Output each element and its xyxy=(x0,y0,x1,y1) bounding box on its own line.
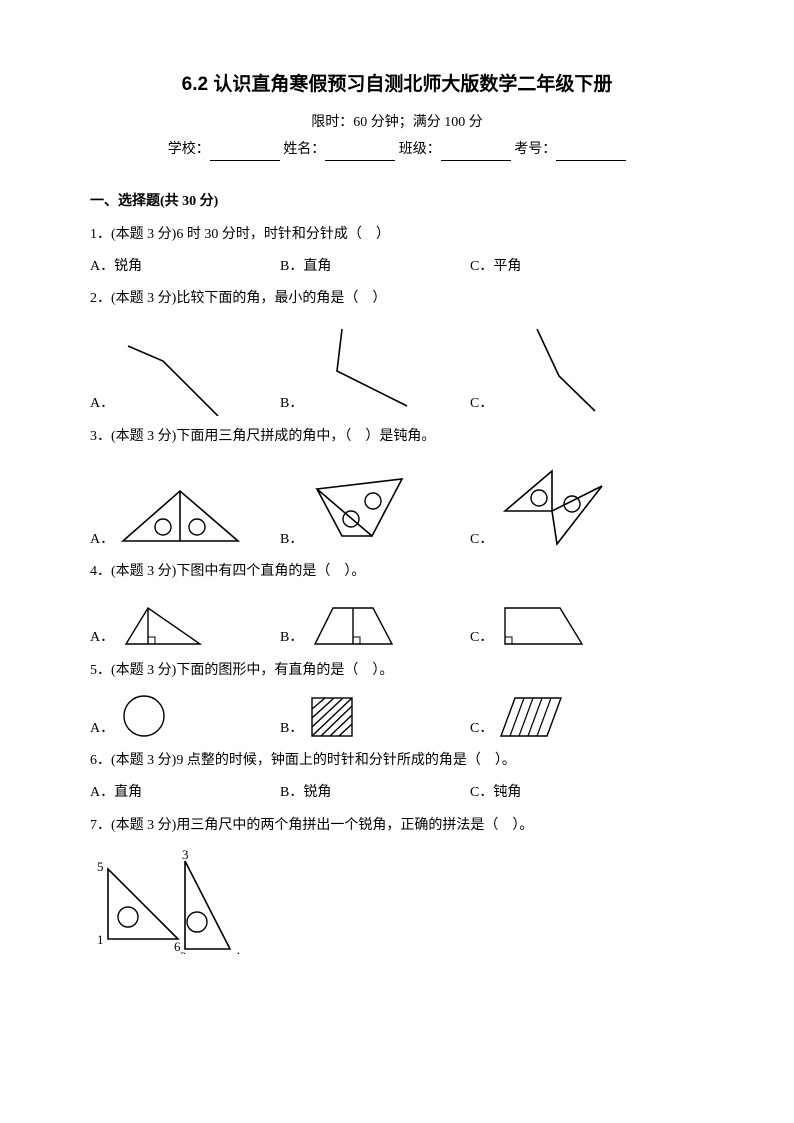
q2-c-figure xyxy=(497,321,607,416)
q6-stem: 6．(本题 3 分)9 点整的时候，钟面上的时针和分针所成的角是（ ）。 xyxy=(90,750,704,772)
svg-text:5: 5 xyxy=(97,859,104,874)
q5-opt-a: A． xyxy=(90,692,280,740)
q2-opt-c: C． xyxy=(470,321,660,416)
examno-label: 考号： xyxy=(514,142,556,157)
page-title: 6.2 认识直角寒假预习自测北师大版数学二年级下册 xyxy=(90,70,704,100)
q6-opt-b: B．锐角 xyxy=(280,782,470,804)
school-label: 学校： xyxy=(168,142,210,157)
q2-opt-b: B． xyxy=(280,321,470,416)
q3-opt-a: A． xyxy=(90,481,280,551)
q2-b-label: B． xyxy=(280,393,303,415)
q5-opt-b: B． xyxy=(280,694,470,740)
info-line: 学校： 姓名： 班级： 考号： xyxy=(90,139,704,161)
subtitle: 限时：60 分钟；满分 100 分 xyxy=(90,112,704,134)
q2-b-figure xyxy=(307,321,417,416)
q5-stem: 5．(本题 3 分)下面的图形中，有直角的是（ ）。 xyxy=(90,660,704,682)
q5-opt-c: C． xyxy=(470,694,660,740)
q4-b-label: B． xyxy=(280,627,303,649)
q4-opt-c: C． xyxy=(470,602,660,650)
q1-opt-b: B．直角 xyxy=(280,256,470,278)
q4-stem: 4．(本题 3 分)下图中有四个直角的是（ ）。 xyxy=(90,561,704,583)
q7-stem: 7．(本题 3 分)用三角尺中的两个角拼出一个锐角，正确的拼法是（ ）。 xyxy=(90,815,704,837)
q1-options: A．锐角 B．直角 C．平角 xyxy=(90,256,704,278)
q5-a-label: A． xyxy=(90,718,114,740)
q3-opt-b: B． xyxy=(280,471,470,551)
q5-a-figure xyxy=(118,692,170,740)
q7-figure: 5 1 6 3 2 4 xyxy=(90,849,265,954)
q4-options: A． B． C． xyxy=(90,602,704,650)
q3-a-label: A． xyxy=(90,529,114,551)
svg-text:2: 2 xyxy=(180,949,187,954)
q5-b-label: B． xyxy=(280,718,303,740)
svg-text:3: 3 xyxy=(182,849,189,862)
class-blank xyxy=(441,143,511,161)
q4-opt-b: B． xyxy=(280,602,470,650)
q1-stem: 1．(本题 3 分)6 时 30 分时，时针和分针成（ ） xyxy=(90,224,704,246)
q2-a-label: A． xyxy=(90,393,114,415)
q2-stem: 2．(本题 3 分)比较下面的角，最小的角是（ ） xyxy=(90,288,704,310)
q4-a-label: A． xyxy=(90,627,114,649)
q5-options: A． B． C． xyxy=(90,692,704,740)
school-blank xyxy=(210,143,280,161)
q6-opt-c: C．钝角 xyxy=(470,782,660,804)
svg-text:4: 4 xyxy=(234,949,241,954)
q6-options: A．直角 B．锐角 C．钝角 xyxy=(90,782,704,804)
name-label: 姓名： xyxy=(283,142,325,157)
q3-opt-c: C． xyxy=(470,466,660,551)
q4-opt-a: A． xyxy=(90,602,280,650)
q3-options: A． B． C． xyxy=(90,466,704,551)
q4-b-figure xyxy=(307,602,402,650)
q2-opt-a: A． xyxy=(90,321,280,416)
q7-figure-row: 5 1 6 3 2 4 xyxy=(90,849,704,954)
q2-options: A． B． C． xyxy=(90,321,704,416)
q1-opt-a: A．锐角 xyxy=(90,256,280,278)
q5-c-figure xyxy=(497,694,565,740)
svg-text:1: 1 xyxy=(97,932,104,947)
q4-c-figure xyxy=(497,602,592,650)
section1-header: 一、选择题(共 30 分) xyxy=(90,191,704,213)
q3-a-figure xyxy=(118,481,243,551)
q2-a-figure xyxy=(118,321,228,416)
q4-a-figure xyxy=(118,602,208,650)
q6-opt-a: A．直角 xyxy=(90,782,280,804)
q3-b-figure xyxy=(307,471,422,551)
name-blank xyxy=(325,143,395,161)
q3-c-label: C． xyxy=(470,529,493,551)
class-label: 班级： xyxy=(399,142,441,157)
q3-b-label: B． xyxy=(280,529,303,551)
q5-c-label: C． xyxy=(470,718,493,740)
q2-c-label: C． xyxy=(470,393,493,415)
q3-c-figure xyxy=(497,466,612,551)
q3-stem: 3．(本题 3 分)下面用三角尺拼成的角中，（ ）是钝角。 xyxy=(90,426,704,448)
q1-opt-c: C．平角 xyxy=(470,256,660,278)
q4-c-label: C． xyxy=(470,627,493,649)
examno-blank xyxy=(556,143,626,161)
q5-b-figure xyxy=(307,694,357,740)
